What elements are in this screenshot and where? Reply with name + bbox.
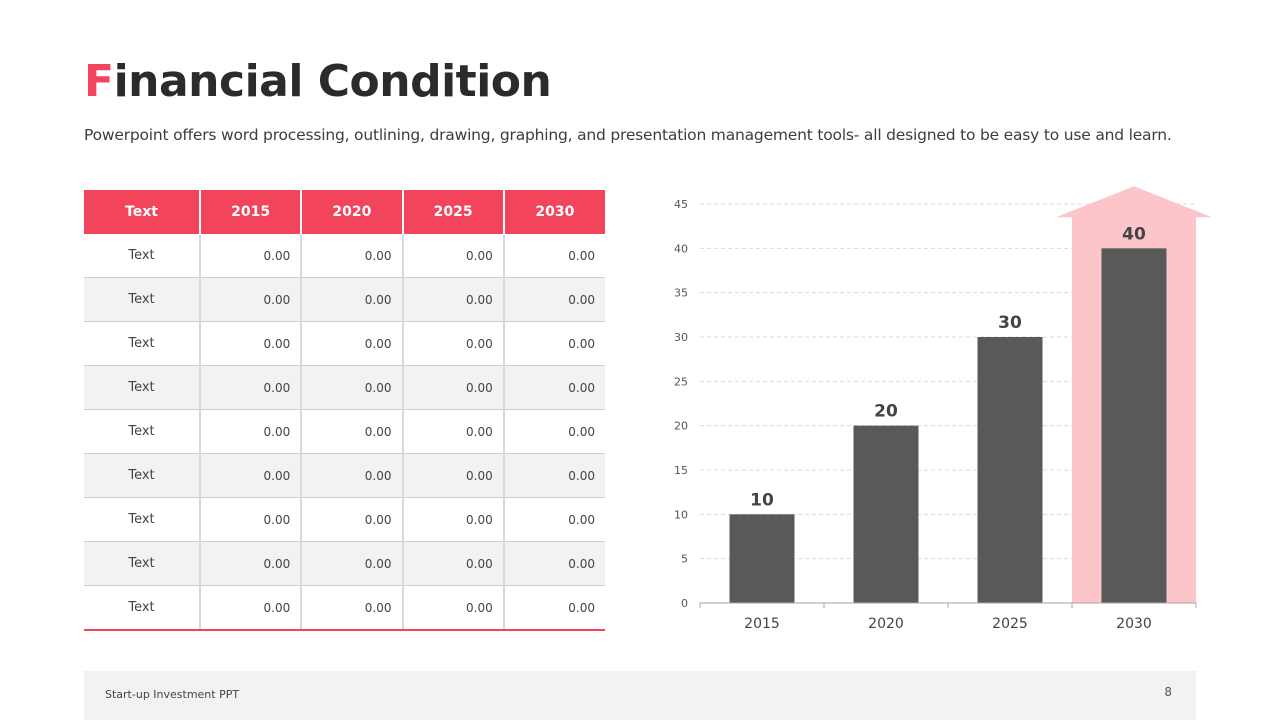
value-cell: 0.00 [401,497,504,542]
value-cell: 0.00 [198,365,302,410]
value-cell: 0.00 [300,365,403,410]
x-tick-label: 2020 [868,616,904,632]
value-cell: 0.00 [401,321,504,366]
slide-subtitle: Powerpoint offers word processing, outli… [84,126,1172,144]
bar [977,337,1043,603]
table-header-row: Text 2015 2020 2025 2030 [84,190,605,234]
title-text: inancial Condition [113,56,552,107]
value-cell: 0.00 [401,453,504,498]
x-tick-label: 2025 [992,616,1028,632]
row-label-cell: Text [84,541,200,586]
row-label-cell: Text [84,585,200,631]
value-cell: 0.00 [401,277,504,322]
data-label: 20 [874,402,898,422]
table-row: Text 0.00 0.00 0.00 0.00 [84,453,605,498]
y-tick-label: 10 [674,508,688,521]
value-cell: 0.00 [300,321,403,366]
value-cell: 0.00 [300,585,403,631]
page-number: 8 [1164,685,1172,699]
table-header-cell: 2030 [502,190,605,234]
row-label-cell: Text [84,409,200,454]
value-cell: 0.00 [502,234,605,278]
y-tick-label: 15 [674,464,688,477]
y-tick-label: 40 [674,242,688,255]
table-row: Text 0.00 0.00 0.00 0.00 [84,409,605,454]
value-cell: 0.00 [401,585,504,631]
table-row: Text 0.00 0.00 0.00 0.00 [84,321,605,366]
table-header-cell: 2015 [198,190,302,234]
table-header-cell: 2025 [401,190,504,234]
value-cell: 0.00 [401,234,504,278]
value-cell: 0.00 [198,234,302,278]
value-cell: 0.00 [300,453,403,498]
value-cell: 0.00 [198,541,302,586]
slide-title: Financial Condition [84,56,552,107]
y-tick-label: 35 [674,287,688,300]
x-tick-label: 2015 [744,616,780,632]
table-header-cell: 2020 [300,190,403,234]
table-row: Text 0.00 0.00 0.00 0.00 [84,365,605,410]
y-tick-label: 25 [674,375,688,388]
table-row: Text 0.00 0.00 0.00 0.00 [84,277,605,322]
table-body: Text 0.00 0.00 0.00 0.00 Text 0.00 0.00 0.00 0.00… [84,234,605,631]
value-cell: 0.00 [401,541,504,586]
x-tick-label: 2030 [1116,616,1152,632]
y-tick-label: 45 [674,198,688,211]
value-cell: 0.00 [300,234,403,278]
value-cell: 0.00 [300,277,403,322]
y-tick-label: 0 [681,597,688,610]
row-label-cell: Text [84,365,200,410]
row-label-cell: Text [84,234,200,278]
y-tick-label: 20 [674,420,688,433]
value-cell: 0.00 [502,541,605,586]
value-cell: 0.00 [502,453,605,498]
value-cell: 0.00 [198,277,302,322]
row-label-cell: Text [84,453,200,498]
value-cell: 0.00 [502,321,605,366]
value-cell: 0.00 [300,409,403,454]
value-cell: 0.00 [198,321,302,366]
value-cell: 0.00 [198,453,302,498]
bar [1101,248,1167,603]
value-cell: 0.00 [502,365,605,410]
row-label-cell: Text [84,497,200,542]
y-tick-label: 30 [674,331,688,344]
table-header-cell: Text [84,190,200,234]
bar [853,425,919,603]
table-row: Text 0.00 0.00 0.00 0.00 [84,585,605,631]
footer-text: Start-up Investment PPT [105,688,240,701]
financial-table: Text 2015 2020 2025 2030 Text 0.00 0.00 0.00 0.0… [84,190,605,631]
table-row: Text 0.00 0.00 0.00 0.00 [84,541,605,586]
value-cell: 0.00 [401,365,504,410]
value-cell: 0.00 [502,277,605,322]
value-cell: 0.00 [502,497,605,542]
value-cell: 0.00 [300,497,403,542]
value-cell: 0.00 [502,585,605,631]
data-label: 30 [998,313,1022,333]
value-cell: 0.00 [401,409,504,454]
footer-bar: Start-up Investment PPT 8 [84,671,1196,720]
data-label: 10 [750,490,774,510]
value-cell: 0.00 [300,541,403,586]
bar [729,514,795,603]
value-cell: 0.00 [198,497,302,542]
data-label: 40 [1122,224,1146,244]
value-cell: 0.00 [198,585,302,631]
row-label-cell: Text [84,277,200,322]
value-cell: 0.00 [198,409,302,454]
value-cell: 0.00 [502,409,605,454]
table-row: Text 0.00 0.00 0.00 0.00 [84,234,605,278]
y-tick-label: 5 [681,553,688,566]
table-row: Text 0.00 0.00 0.00 0.00 [84,497,605,542]
row-label-cell: Text [84,321,200,366]
title-accent-letter: F [84,56,114,107]
